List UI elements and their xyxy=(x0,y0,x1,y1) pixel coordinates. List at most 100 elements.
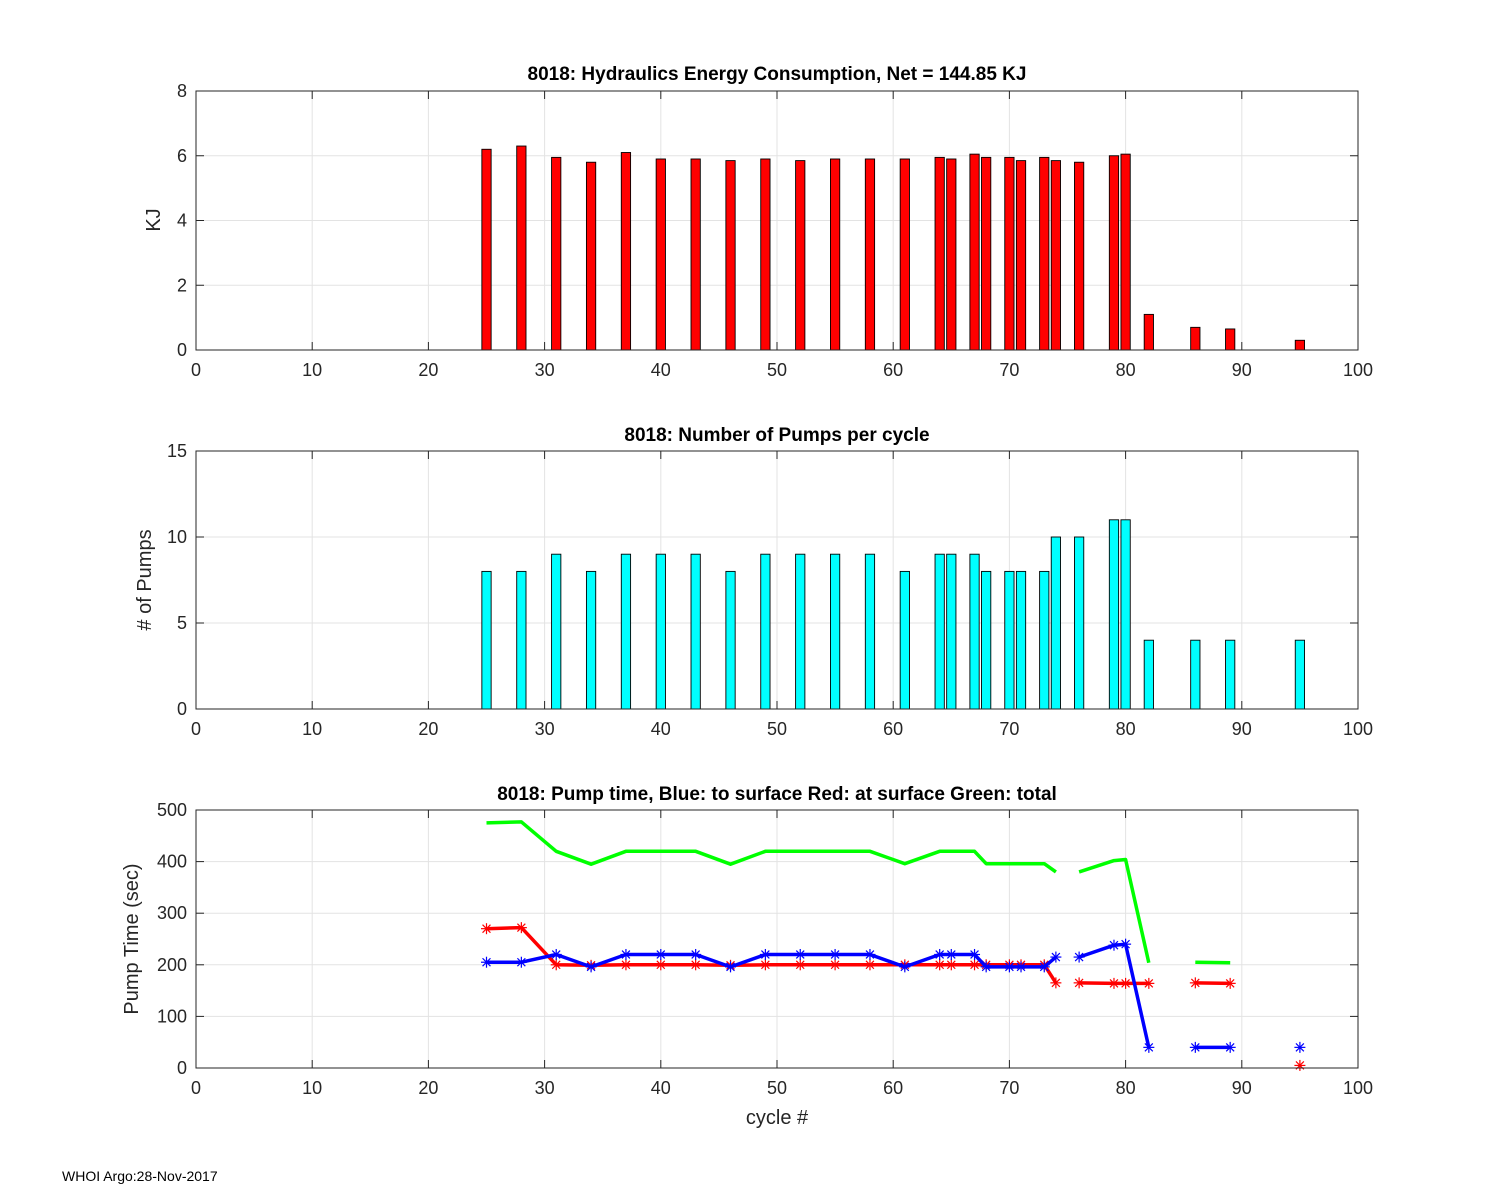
pumps-x-tick-label: 20 xyxy=(418,719,438,739)
energy-x-tick-label: 0 xyxy=(191,360,201,380)
pumps-x-tick-label: 80 xyxy=(1116,719,1136,739)
pump-time-x-tick-label: 50 xyxy=(767,1078,787,1098)
series-marker-red xyxy=(1189,977,1201,989)
marker-stroke xyxy=(830,950,840,959)
energy-bar xyxy=(969,153,980,351)
energy-bar xyxy=(1074,161,1085,351)
series-marker-red xyxy=(1073,977,1085,989)
marker-stroke xyxy=(1005,962,1014,972)
energy-x-tick-label: 20 xyxy=(418,360,438,380)
pumps-chart-title: 8018: Number of Pumps per cycle xyxy=(624,425,929,446)
series-marker-blue xyxy=(585,961,597,973)
energy-bar xyxy=(1190,326,1201,351)
energy-x-tick-label: 90 xyxy=(1232,360,1252,380)
energy-bar xyxy=(725,160,736,351)
series-marker-blue xyxy=(1073,951,1085,963)
marker-stroke xyxy=(621,950,631,959)
series-line-red xyxy=(1079,981,1149,986)
marker-stroke xyxy=(691,950,701,959)
pump-time-x-tick-label: 90 xyxy=(1232,1078,1252,1098)
series-marker-red xyxy=(1143,977,1155,989)
pumps-bar xyxy=(1120,519,1131,710)
pump-time-x-tick-label: 30 xyxy=(535,1078,555,1098)
marker-stroke xyxy=(586,962,596,972)
pumps-axes-box xyxy=(195,450,1359,710)
series-marker-red xyxy=(1050,977,1062,989)
marker-stroke xyxy=(830,960,840,970)
series-marker-red xyxy=(655,959,667,971)
series-marker-red xyxy=(945,959,957,971)
series-marker-blue xyxy=(980,961,992,973)
marker-stroke xyxy=(1109,940,1119,950)
energy-x-tick-label: 70 xyxy=(999,360,1019,380)
pumps-bar xyxy=(1225,639,1236,710)
marker-stroke xyxy=(1051,978,1061,988)
series-marker-blue xyxy=(481,956,492,968)
pump-time-axes-box xyxy=(195,809,1359,1069)
series-line-blue xyxy=(1078,942,1151,1048)
series-marker-blue xyxy=(1038,961,1050,973)
energy-bar xyxy=(864,158,876,351)
energy-y-tick-label: 8 xyxy=(177,81,187,101)
pump-time-x-tick-label: 70 xyxy=(999,1078,1019,1098)
series-marker-blue xyxy=(1015,961,1027,973)
pumps-bar xyxy=(585,570,597,710)
series-marker-blue xyxy=(1050,951,1062,963)
energy-x-tick-label: 10 xyxy=(302,360,322,380)
pumps-bar xyxy=(690,553,701,710)
pumps-x-tick-label: 70 xyxy=(999,719,1019,739)
series-marker-blue xyxy=(934,948,946,960)
series-marker-red xyxy=(690,959,702,971)
energy-axes-box xyxy=(195,90,1359,351)
series-marker-blue xyxy=(829,948,841,960)
pumps-y-axis-label: # of Pumps xyxy=(134,529,156,630)
marker-stroke xyxy=(1074,978,1084,988)
pumps-bar xyxy=(795,553,806,710)
marker-stroke xyxy=(621,960,631,970)
pump-time-x-axis-label: cycle # xyxy=(746,1107,809,1129)
energy-bar xyxy=(1294,339,1305,351)
pump-time-x-tick-label: 80 xyxy=(1116,1078,1136,1098)
series-marker-red xyxy=(550,959,562,971)
series-marker-red xyxy=(794,959,806,971)
energy-bar xyxy=(934,156,945,351)
energy-bar xyxy=(1143,313,1154,351)
pumps-bar xyxy=(725,570,736,710)
series-marker-blue xyxy=(1224,1041,1236,1053)
energy-bar xyxy=(946,158,957,351)
series-marker-blue xyxy=(550,948,562,960)
marker-stroke xyxy=(760,960,770,970)
series-marker-blue xyxy=(620,948,632,960)
series-marker-blue xyxy=(969,948,981,960)
pumps-bar xyxy=(655,553,666,710)
pumps-bar xyxy=(1074,536,1085,710)
energy-x-tick-label: 40 xyxy=(651,360,671,380)
energy-bar xyxy=(795,160,806,351)
marker-stroke xyxy=(865,960,875,970)
energy-y-axis-label: KJ xyxy=(143,208,165,231)
pumps-y-tick-label: 10 xyxy=(167,527,187,547)
pump-time-x-tick-label: 20 xyxy=(418,1078,438,1098)
pump-time-x-tick-label: 60 xyxy=(883,1078,903,1098)
pump-time-y-axis-label: Pump Time (sec) xyxy=(121,863,143,1014)
series-marker-blue xyxy=(515,956,527,968)
pump-time-x-tick-label: 40 xyxy=(651,1078,671,1098)
marker-stroke xyxy=(935,950,945,959)
series-marker-red xyxy=(759,959,771,971)
marker-stroke xyxy=(656,950,666,959)
pumps-panel: 8018: Number of Pumps per cycle # of Pum… xyxy=(134,425,1373,739)
series-marker-blue xyxy=(1003,961,1015,973)
pumps-bar xyxy=(516,570,527,710)
energy-bar xyxy=(655,158,666,351)
pump-time-chart-title: 8018: Pump time, Blue: to surface Red: a… xyxy=(497,784,1057,805)
series-marker-red xyxy=(864,959,876,971)
series-line-green xyxy=(1078,857,1151,964)
series-marker-red xyxy=(969,959,981,971)
marker-stroke xyxy=(1225,978,1235,988)
energy-bar xyxy=(620,152,632,351)
energy-bar xyxy=(830,158,841,351)
pump-time-y-tick-label: 0 xyxy=(177,1058,187,1078)
energy-x-tick-label: 80 xyxy=(1116,360,1136,380)
energy-panel: 8018: Hydraulics Energy Consumption, Net… xyxy=(143,64,1373,380)
energy-bar xyxy=(1108,155,1120,351)
